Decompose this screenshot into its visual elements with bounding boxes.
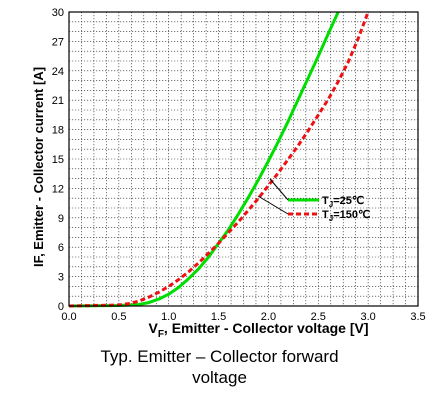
series-line-1 bbox=[68, 11, 340, 308]
y-axis-label: IF, Emitter - Collector current [A] bbox=[31, 67, 46, 267]
x-tick-label: 0.0 bbox=[61, 311, 76, 323]
x-tick-label: 2.5 bbox=[311, 311, 326, 323]
caption-line-1: Typ. Emitter – Collector forward bbox=[100, 347, 339, 366]
x-axis-label-rest: , Emitter - Collector voltage [V] bbox=[164, 320, 369, 336]
tick-labels: 0.0 0.5 1.0 1.5 2.0 2.5 3.0 3.5 0 3 6 9 12 15 18 21 24 27… bbox=[52, 7, 426, 323]
x-axis-label: VF, Emitter - Collector voltage [V] bbox=[148, 320, 368, 340]
y-tick-label: 6 bbox=[58, 242, 64, 254]
y-tick-label: 24 bbox=[52, 66, 64, 78]
y-tick-label: 18 bbox=[52, 125, 64, 137]
chart-caption: Typ. Emitter – Collector forward voltage bbox=[0, 346, 439, 388]
y-tick-label: 12 bbox=[52, 183, 64, 195]
y-tick-label: 15 bbox=[52, 154, 64, 166]
y-tick-label: 9 bbox=[58, 213, 64, 225]
legend-leader-2 bbox=[257, 195, 289, 215]
y-tick-label: 0 bbox=[58, 301, 64, 313]
series-line-2 bbox=[68, 11, 370, 308]
y-tick-label: 30 bbox=[52, 7, 64, 19]
y-tick-label: 21 bbox=[52, 95, 64, 107]
legend-label-1: TJ=25℃ bbox=[322, 195, 364, 209]
x-tick-label: 0.5 bbox=[111, 311, 126, 323]
caption-line-2: voltage bbox=[192, 368, 247, 387]
legend-leader-1 bbox=[269, 178, 289, 201]
grid bbox=[69, 12, 418, 306]
chart: 0.0 0.5 1.0 1.5 2.0 2.5 3.0 3.5 0 3 6 9 12 15 18 21 24 27… bbox=[31, 7, 426, 340]
x-tick-label: 2.0 bbox=[261, 311, 276, 323]
y-tick-label: 3 bbox=[58, 272, 64, 284]
x-tick-label: 1.0 bbox=[161, 311, 176, 323]
legend-label-2: TJ=150℃ bbox=[322, 209, 370, 223]
x-axis-label-main: V bbox=[148, 320, 158, 336]
y-tick-label: 27 bbox=[52, 36, 64, 48]
legend: TJ=25℃TJ=150℃ bbox=[257, 178, 370, 223]
plot-frame bbox=[68, 11, 419, 307]
x-axis-label-sub: F bbox=[158, 329, 164, 340]
x-tick-label: 3.0 bbox=[360, 311, 375, 323]
x-tick-label: 3.5 bbox=[410, 311, 425, 323]
x-tick-label: 1.5 bbox=[211, 311, 226, 323]
series-layer bbox=[68, 11, 370, 308]
